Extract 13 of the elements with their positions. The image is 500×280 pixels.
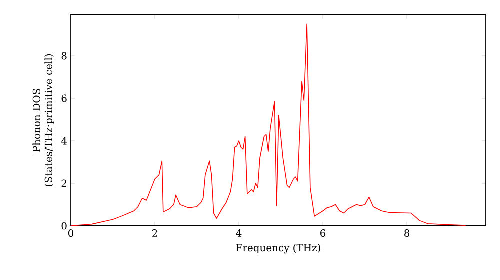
x-tick-label: 4 <box>236 230 242 237</box>
line-series <box>71 24 466 226</box>
x-tick-label: 0 <box>68 230 74 238</box>
x-axis-title: Frequency (THz) <box>236 244 320 254</box>
x-tick-label: 6 <box>320 230 326 238</box>
y-axis-title: Phonon DOS (States/THz·primitive cell) <box>32 54 54 186</box>
x-tick-label: 8 <box>404 230 410 238</box>
y-tick-label: 0 <box>62 222 67 230</box>
y-tick-label: 8 <box>62 52 67 60</box>
y-tick-label: 2 <box>62 180 66 188</box>
x-tick-label: 2 <box>152 230 158 237</box>
y-tick-label: 6 <box>62 94 67 102</box>
y-tick-label: 4 <box>61 137 67 145</box>
